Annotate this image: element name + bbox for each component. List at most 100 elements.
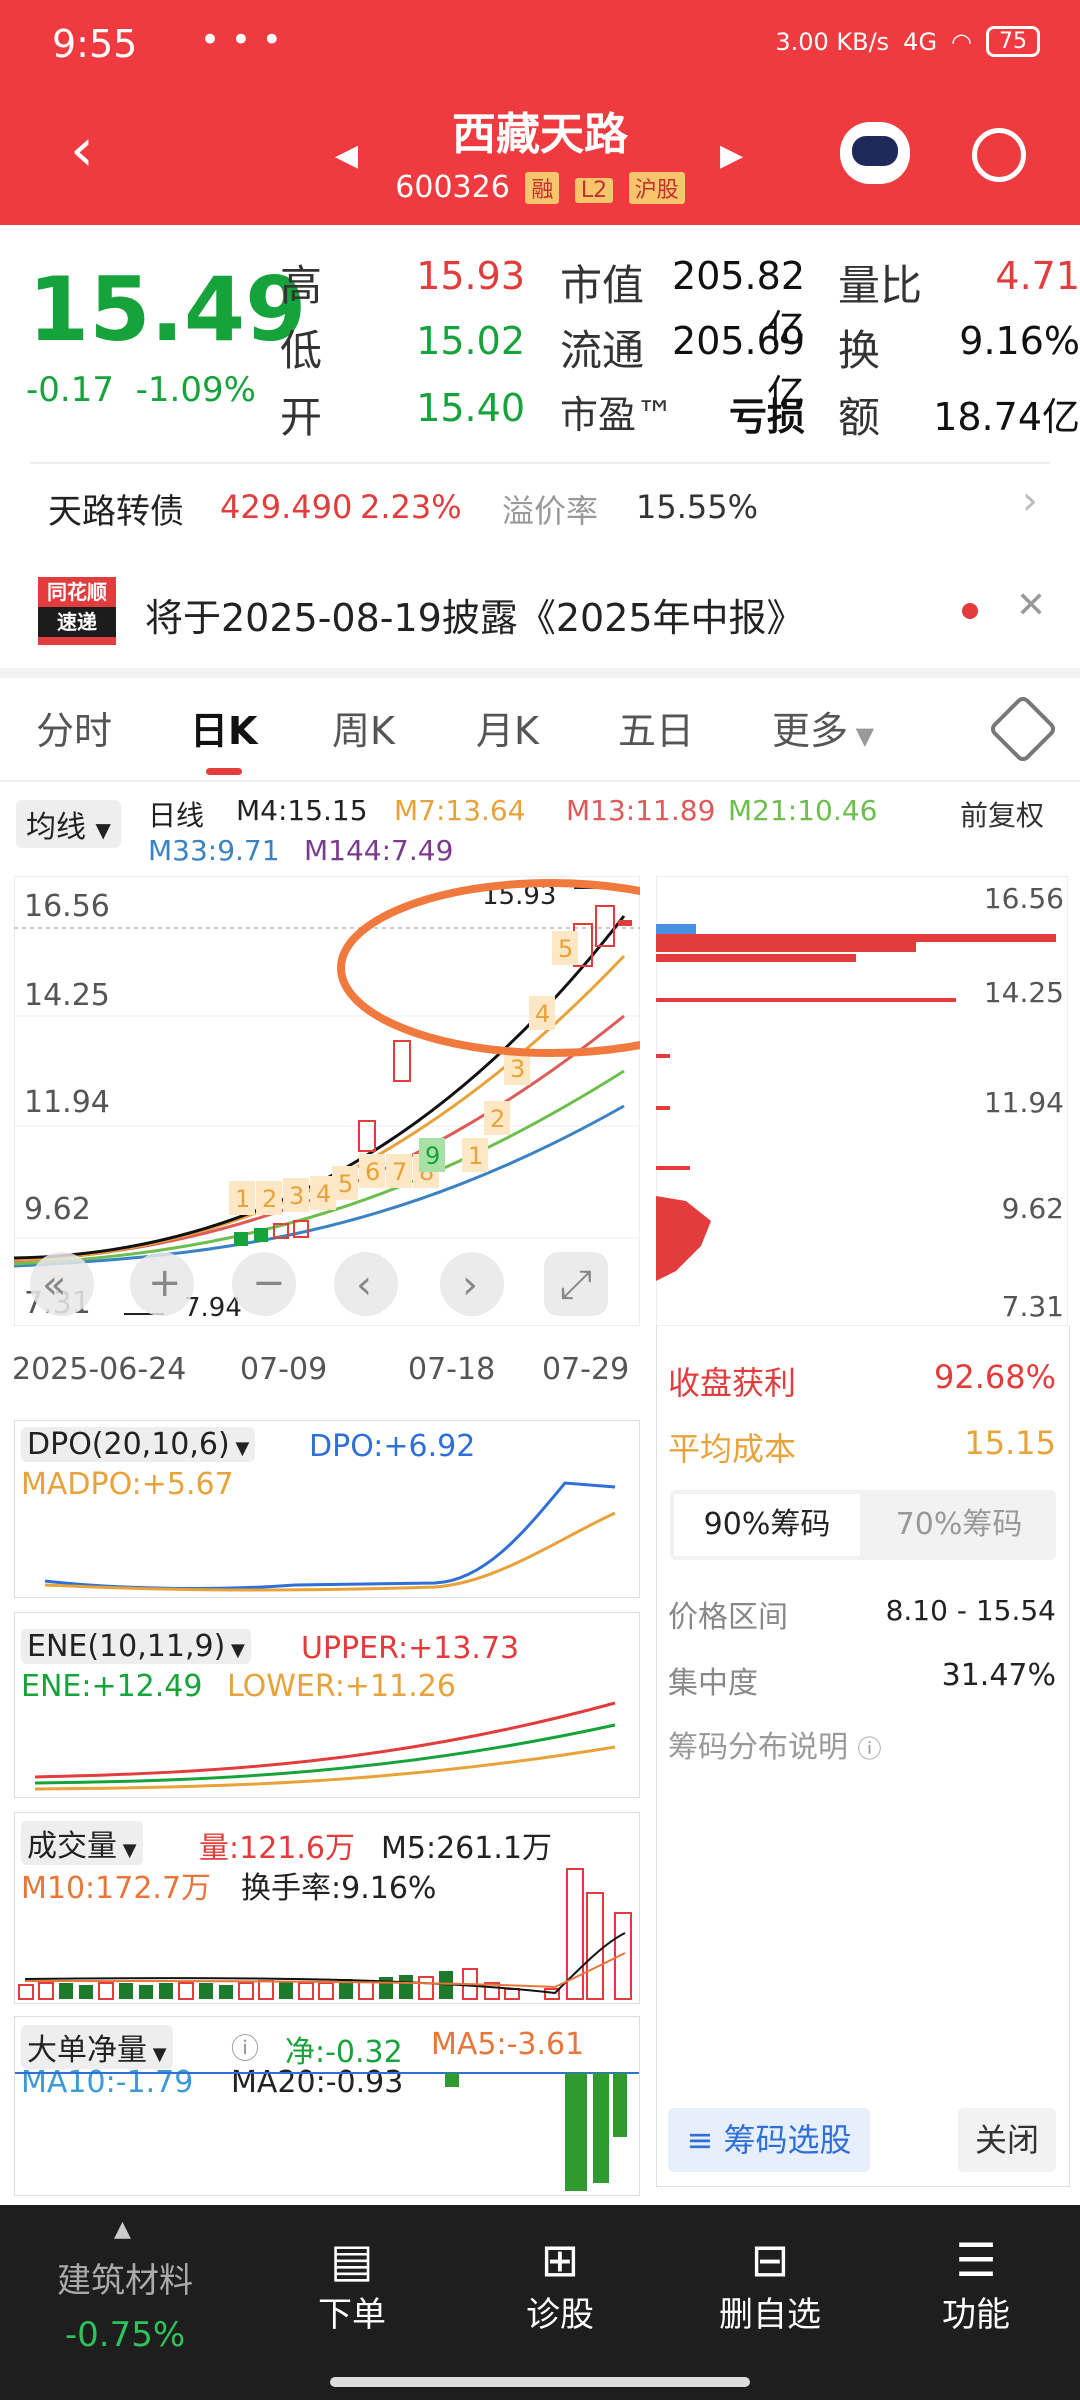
td-mark-11: 2: [490, 1105, 505, 1133]
float-value: 205.69亿: [672, 319, 805, 416]
next-stock-icon[interactable]: ▶: [720, 138, 744, 173]
td-mark-13: 4: [535, 1000, 550, 1028]
pe-value: 亏损: [728, 395, 805, 439]
ene-panel[interactable]: ENE(10,11,9) ▼ UPPER:+13.73 ENE:+12.49 L…: [14, 1612, 640, 1798]
td-mark-5: 5: [338, 1170, 353, 1198]
help-icon[interactable]: ⓘ: [231, 2032, 260, 2065]
order-button[interactable]: ▤ 下单: [292, 2233, 412, 2336]
candles: [234, 905, 632, 1246]
header-bar: 9:55 • • • 3.00 KB/s 4G ◠ 75 ‹ ◀ 西藏天路 60…: [0, 0, 1080, 225]
chip-help[interactable]: 筹码分布说明 ⓘ: [668, 1730, 882, 1765]
td-mark-6: 6: [365, 1158, 380, 1186]
ene-upper: UPPER:+13.73: [301, 1631, 520, 1666]
td-mark-4: 4: [316, 1180, 331, 1208]
td-mark-1: 1: [235, 1185, 250, 1213]
tag-l2: L2: [574, 178, 614, 203]
chip-close-button[interactable]: 关闭: [958, 2108, 1056, 2172]
chevron-up-icon[interactable]: ▲: [114, 2217, 131, 2242]
back-icon[interactable]: ‹: [70, 115, 94, 185]
bottom-toolbar: ▲ 建筑材料 -0.75% ▤ 下单 ⊞ 诊股 ⊟ 删自选 ☰ 功能: [0, 2205, 1080, 2400]
td-mark-3: 3: [289, 1182, 304, 1210]
range-value: 8.10 - 15.54: [885, 1594, 1056, 1627]
tab-weekly-k[interactable]: 周K: [332, 709, 395, 753]
kline-chart[interactable]: 1 2 3 4 5 6 7 8 9 1 2 3 4 5 16.56 14.25 …: [14, 876, 640, 1326]
dpo-selector[interactable]: DPO(20,10,6) ▼: [21, 1427, 256, 1462]
big-order-selector[interactable]: 大单净量 ▼: [21, 2025, 173, 2069]
low-value: 15.02: [416, 319, 525, 363]
ma4-label: M4:15.15: [236, 794, 368, 827]
tab-monthly-k[interactable]: 月K: [476, 709, 539, 753]
big-order-panel[interactable]: 大单净量 ▼ ⓘ 净:-0.32 MA5:-3.61 MA10:-1.79 MA…: [14, 2016, 640, 2196]
range-label: 价格区间: [668, 1600, 788, 1635]
chip-y-tick-3: 11.94: [984, 1086, 1064, 1119]
tab-time-share[interactable]: 分时: [36, 709, 113, 753]
profit-value: 92.68%: [933, 1358, 1056, 1396]
low-mark: 7.94: [184, 1293, 242, 1323]
dpo-panel[interactable]: DPO(20,10,6) ▼ DPO:+6.92 MADPO:+5.67: [14, 1420, 640, 1598]
volume-selector[interactable]: 成交量 ▼: [21, 1821, 143, 1865]
sector-pct: -0.75%: [64, 2315, 186, 2355]
notice-text: 将于2025-08-19披露《2025年中报》: [145, 596, 805, 640]
ma21-line: [14, 1069, 625, 1266]
convertible-bond-row[interactable]: 天路转债 429.490 2.23% 溢价率 15.55% ›: [0, 468, 1080, 548]
right-icon: ›: [462, 1262, 478, 1308]
chip-distribution-chart[interactable]: 16.56 14.25 11.94 9.62 7.31: [656, 876, 1068, 1326]
diagnose-button[interactable]: ⊞ 诊股: [500, 2233, 620, 2336]
chip-tab-90[interactable]: 90%筹码: [674, 1494, 860, 1556]
vol-ratio-label: 量比: [838, 261, 923, 310]
premium-label: 溢价率: [502, 492, 599, 530]
add-box-icon: ⊞: [540, 2233, 580, 2287]
chip-tab-70[interactable]: 70%筹码: [895, 1507, 1023, 1542]
function-button[interactable]: ☰ 功能: [916, 2233, 1036, 2336]
chip-y-tick-1: 16.56: [984, 882, 1064, 915]
ene-selector[interactable]: ENE(10,11,9) ▼: [21, 1629, 251, 1664]
stock-name: 西藏天路: [452, 109, 628, 160]
dpo-value: DPO:+6.92: [309, 1429, 476, 1464]
volume-panel[interactable]: 成交量 ▼ 量:121.6万 M5:261.1万 M10:172.7万 换手率:…: [14, 1812, 640, 2004]
adjust-label[interactable]: 前复权: [960, 799, 1045, 832]
chip-select-button[interactable]: ≡ 筹码选股: [668, 2108, 870, 2172]
bond-name: 天路转债: [48, 492, 184, 532]
tab-daily-k[interactable]: 日K: [190, 709, 258, 753]
madpo-value: MADPO:+5.67: [21, 1467, 234, 1502]
tab-more[interactable]: 更多 ▼: [772, 709, 875, 753]
tab-five-day[interactable]: 五日: [618, 709, 695, 753]
settings-icon[interactable]: [987, 693, 1059, 765]
prev-stock-icon[interactable]: ◀: [335, 138, 359, 173]
zoom-out-icon: −: [252, 1260, 286, 1306]
concentration-label: 集中度: [668, 1666, 758, 1701]
notice-banner[interactable]: 同花顺 速递 将于2025-08-19披露《2025年中报》 ✕: [0, 565, 1080, 665]
news-logo: 同花顺 速递: [38, 577, 116, 645]
robot-assistant-icon[interactable]: [840, 122, 910, 184]
sector-name[interactable]: 建筑材料: [57, 2261, 193, 2301]
dpo-line: [44, 1481, 616, 1590]
big-order-ma5: MA5:-3.61: [431, 2027, 585, 2062]
lower-line: [34, 1745, 616, 1791]
vol-ma10-line: [24, 1952, 626, 1989]
ma7-label: M7:13.64: [394, 794, 526, 827]
chevron-right-icon: ›: [1022, 478, 1038, 524]
rewind-icon: «: [42, 1262, 66, 1308]
premium-value: 15.55%: [636, 488, 759, 526]
turnover-label: 换: [838, 326, 881, 375]
close-icon[interactable]: ✕: [1016, 585, 1047, 626]
td-mark-14: 5: [558, 935, 573, 963]
zoom-in-icon: +: [148, 1260, 182, 1306]
volume-turnover: 换手率:9.16%: [241, 1871, 437, 1906]
amount-label: 额: [838, 393, 881, 442]
avg-cost-value: 15.15: [964, 1424, 1056, 1462]
tag-sh: 沪股: [628, 172, 685, 204]
ene-value: ENE:+12.49: [21, 1669, 203, 1704]
td-mark-12: 3: [510, 1055, 525, 1083]
search-icon[interactable]: [972, 128, 1026, 182]
ma-selector[interactable]: 均线 ▼: [16, 800, 121, 848]
menu-icon: ☰: [955, 2233, 997, 2287]
battery-icon: 75: [986, 26, 1040, 57]
remove-watchlist-button[interactable]: ⊟ 删自选: [700, 2233, 840, 2336]
current-price: 15.49: [28, 258, 307, 361]
td-mark-10: 1: [468, 1142, 483, 1170]
wifi-icon: ◠: [951, 27, 972, 56]
stock-code-row: 600326 融 L2 沪股: [0, 170, 1080, 205]
avg-cost-label: 平均成本: [668, 1430, 797, 1468]
mcap-label: 市值: [560, 261, 645, 310]
